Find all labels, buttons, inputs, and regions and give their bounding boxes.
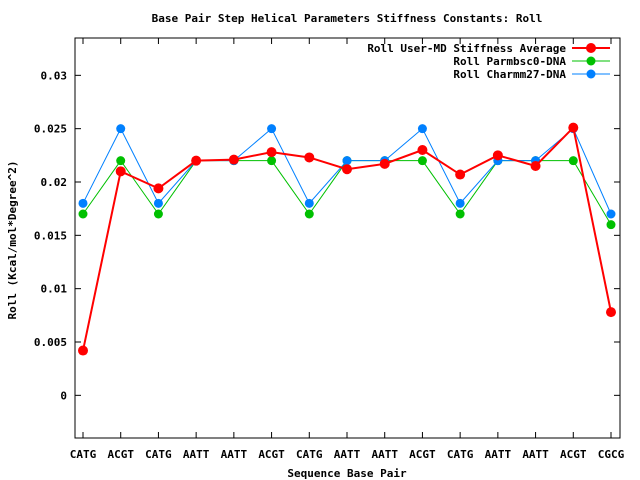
data-point — [266, 147, 277, 158]
data-point — [304, 198, 314, 208]
legend-marker — [586, 43, 596, 53]
x-tick-label: ACGT — [409, 448, 436, 461]
x-axis-ticks: CATG ACGT CATG AATT AATT ACGT CATG AATT AATT ACGT… — [70, 38, 625, 461]
data-point — [455, 209, 465, 219]
legend-marker — [586, 69, 596, 79]
data-point — [606, 307, 616, 318]
x-tick-label: AATT — [485, 448, 512, 461]
data-point — [267, 156, 277, 166]
y-axis-ticks: 0 0.005 0.01 0.015 0.02 0.025 0.03 — [34, 69, 620, 402]
data-point — [417, 124, 427, 134]
data-point — [191, 155, 202, 166]
data-point — [455, 198, 465, 208]
y-tick-label: 0.02 — [41, 176, 68, 189]
legend-label: Roll User-MD Stiffness Average — [367, 42, 566, 55]
legend-label: Roll Parmbsc0-DNA — [453, 55, 566, 68]
data-point — [228, 154, 239, 165]
data-point — [78, 345, 88, 356]
data-point — [379, 158, 390, 169]
x-tick-label: AATT — [183, 448, 210, 461]
data-point — [568, 156, 578, 166]
data-point — [153, 198, 163, 208]
y-tick-label: 0.03 — [41, 69, 68, 82]
data-point — [455, 169, 466, 180]
x-tick-label: CATG — [447, 448, 474, 461]
x-tick-label: AATT — [371, 448, 398, 461]
y-axis-label: Roll (Kcal/mol*Degree^2) — [6, 161, 19, 320]
plot-border — [74, 37, 621, 439]
data-point — [342, 156, 352, 166]
data-point — [153, 183, 164, 194]
x-tick-label: AATT — [522, 448, 549, 461]
x-tick-label: ACGT — [258, 448, 285, 461]
y-tick-label: 0.01 — [41, 283, 68, 296]
y-tick-label: 0.015 — [34, 229, 67, 242]
data-point — [304, 209, 314, 219]
data-point — [492, 150, 503, 161]
legend-marker — [586, 56, 596, 66]
plot-frame — [74, 37, 621, 439]
data-point — [267, 124, 277, 134]
series-layer — [78, 122, 616, 356]
legend-label: Roll Charmm27-DNA — [453, 68, 566, 81]
data-point — [417, 145, 428, 155]
x-tick-label: ACGT — [107, 448, 134, 461]
data-point — [78, 209, 88, 219]
x-tick-label: ACGT — [560, 448, 587, 461]
data-point — [568, 122, 579, 133]
x-tick-label: CATG — [296, 448, 323, 461]
data-point — [417, 156, 427, 166]
x-tick-label: CGCG — [598, 448, 625, 461]
data-point — [304, 152, 315, 163]
data-point — [116, 156, 126, 166]
data-point — [115, 166, 126, 177]
data-point — [78, 198, 88, 208]
data-point — [153, 209, 163, 219]
data-point — [116, 124, 126, 134]
data-point — [606, 220, 616, 230]
series-0 — [78, 122, 616, 356]
x-tick-label: AATT — [334, 448, 361, 461]
x-tick-label: CATG — [145, 448, 172, 461]
x-axis-label: Sequence Base Pair — [287, 467, 407, 480]
chart-title: Base Pair Step Helical Parameters Stiffn… — [152, 12, 543, 25]
data-point — [606, 209, 616, 219]
x-tick-label: CATG — [70, 448, 97, 461]
data-point — [530, 161, 541, 171]
y-tick-label: 0 — [60, 389, 67, 402]
y-tick-label: 0.005 — [34, 336, 67, 349]
x-tick-label: AATT — [221, 448, 248, 461]
y-tick-label: 0.025 — [34, 123, 67, 136]
data-point — [342, 164, 352, 175]
